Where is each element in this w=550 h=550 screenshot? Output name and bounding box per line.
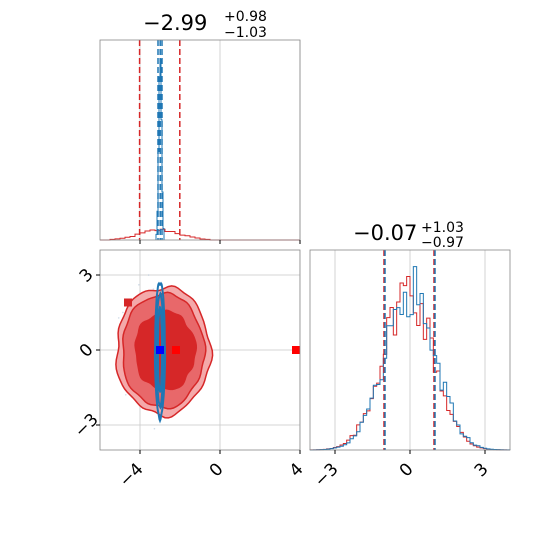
axes-frame (99, 39, 301, 241)
scatter-point (122, 311, 124, 314)
title-y: −0.07 +1.03 −0.97 (353, 220, 464, 251)
marker-square (172, 346, 180, 354)
x-tick-label: −3 (311, 459, 343, 491)
title-y-value: −0.07 (353, 221, 417, 245)
scatter-point (153, 427, 156, 430)
x-tick-label: 0 (396, 459, 418, 481)
scatter-point (147, 274, 150, 276)
histogram-blue-y (309, 266, 511, 451)
title-y-plus: +1.03 (421, 220, 464, 236)
y-tick-label: 0 (76, 340, 98, 362)
marker-square (156, 346, 164, 354)
plot-area (100, 250, 300, 450)
marker-square (292, 346, 300, 354)
histogram-panel-x (99, 39, 301, 244)
title-x: −2.99 +0.98 −1.03 (143, 9, 267, 41)
marker-square (124, 298, 132, 307)
contour-panel-xy: −4 0 4 3 0 −3 (71, 249, 308, 491)
contour-blue (153, 281, 167, 424)
x-tick-label: 3 (471, 459, 493, 481)
y-tick-label: −3 (71, 410, 103, 442)
scatter-point (152, 288, 155, 290)
histogram-panel-y: −3 0 3 (309, 249, 511, 491)
x-tick-label: 0 (206, 459, 228, 481)
title-x-minus: −1.03 (224, 25, 267, 41)
histogram-red-x (100, 228, 300, 241)
x-tick-label: 4 (286, 459, 308, 481)
title-x-value: −2.99 (143, 11, 207, 35)
title-y-minus: −0.97 (421, 235, 464, 251)
scatter-point (124, 394, 127, 396)
title-x-plus: +0.98 (224, 9, 267, 25)
y-tick-label: 3 (76, 265, 98, 287)
scatter-point (117, 317, 120, 319)
x-tick-label: −4 (116, 459, 148, 491)
scatter-point (138, 283, 140, 286)
